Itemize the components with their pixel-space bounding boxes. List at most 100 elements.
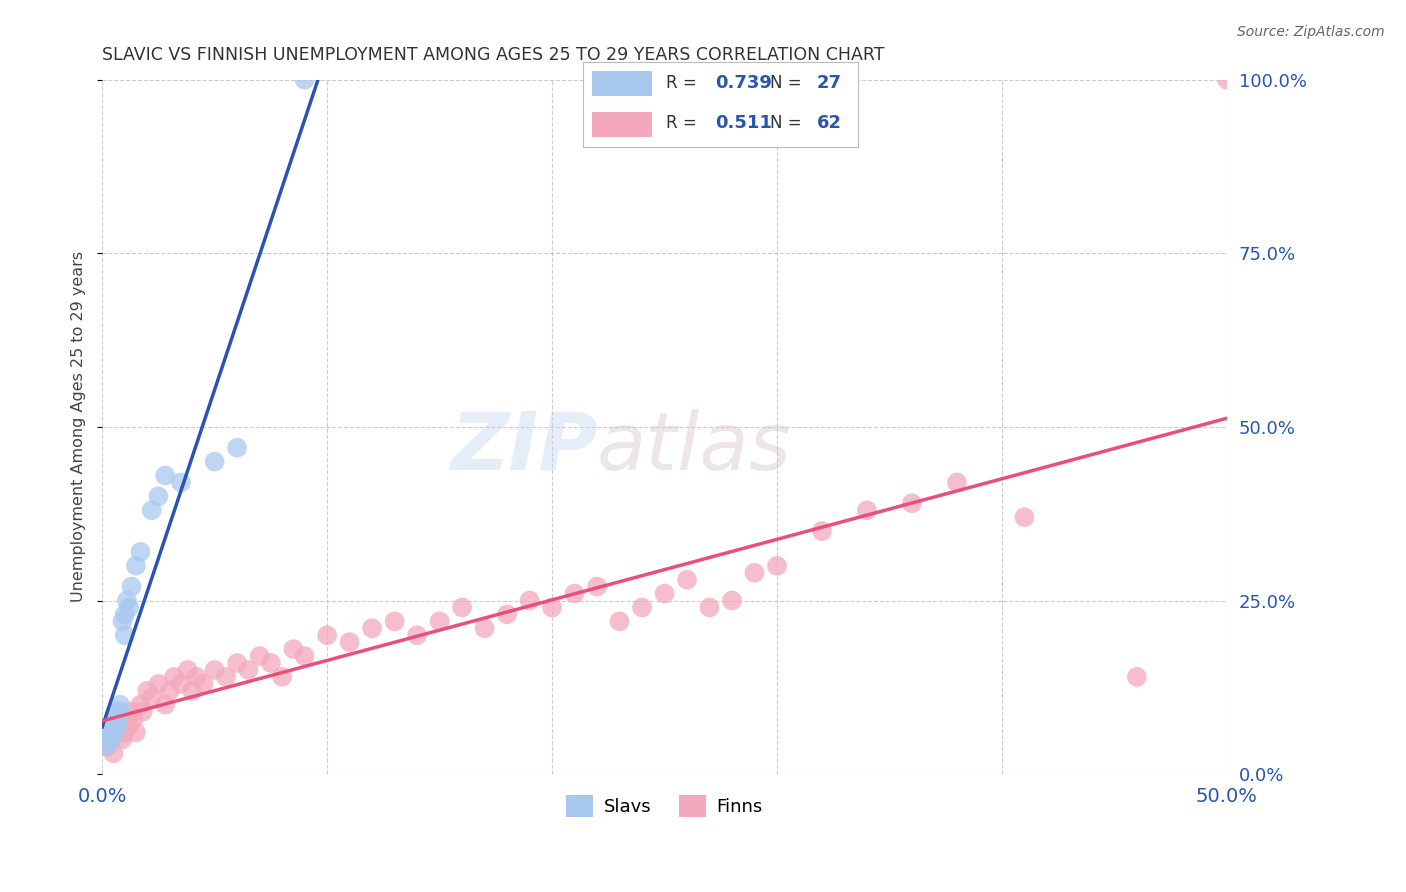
Point [96,739,118,754]
Point [193,677,215,691]
Text: 0.739: 0.739 [716,74,772,92]
Point [108,705,131,719]
Point [181,683,204,698]
Point [1126,670,1149,684]
Text: R =: R = [666,74,696,92]
Point [406,628,429,642]
Point [153,698,176,712]
Point [103,746,125,760]
Point [114,607,136,622]
Point [108,698,131,712]
Point [114,628,136,642]
Point [631,600,654,615]
Point [519,593,541,607]
Point [104,705,127,719]
Point [96,739,118,754]
Point [125,725,148,739]
Point [153,468,176,483]
Point [122,712,145,726]
Point [361,621,384,635]
Point [384,615,406,629]
Point [148,677,170,691]
Point [654,586,676,600]
Point [103,725,125,739]
Point [609,615,631,629]
Point [125,558,148,573]
Text: 62: 62 [817,114,842,132]
Point [107,712,129,726]
Point [111,615,134,629]
Point [104,712,127,726]
Point [170,677,193,691]
Point [226,441,249,455]
Point [721,593,744,607]
Point [107,725,129,739]
Point [339,635,361,649]
Point [249,649,271,664]
Text: N =: N = [770,114,801,132]
Point [474,621,496,635]
Point [1216,72,1239,87]
Point [744,566,766,580]
Point [136,683,159,698]
Point [141,690,163,705]
Point [215,670,238,684]
Point [114,725,136,739]
Point [100,732,122,747]
Point [129,545,152,559]
Point [316,628,339,642]
Point [294,72,316,87]
Point [176,663,198,677]
Y-axis label: Unemployment Among Ages 25 to 29 years: Unemployment Among Ages 25 to 29 years [72,252,86,602]
Point [271,670,294,684]
Point [100,732,122,747]
Text: Source: ZipAtlas.com: Source: ZipAtlas.com [1237,25,1385,39]
Point [186,670,208,684]
Text: 27: 27 [817,74,842,92]
Point [260,656,283,670]
Point [148,489,170,503]
Point [283,642,305,657]
Point [118,600,141,615]
Point [946,475,969,490]
Point [111,732,134,747]
Point [541,600,564,615]
Bar [592,112,652,137]
Text: 0.511: 0.511 [716,114,772,132]
Point [429,615,451,629]
Point [204,455,226,469]
Text: ZIP: ZIP [450,409,598,487]
Point [115,593,138,607]
Point [100,725,122,739]
Point [108,718,131,732]
Point [204,663,226,677]
Point [901,496,924,510]
Point [115,712,138,726]
Point [238,663,260,677]
Bar [592,71,652,96]
Point [163,670,186,684]
Point [766,558,789,573]
Point [97,732,120,747]
Point [141,503,163,517]
Point [226,656,249,670]
Point [294,649,316,664]
Point [107,718,129,732]
Text: R =: R = [666,114,696,132]
Point [131,705,153,719]
Point [699,600,721,615]
Point [676,573,699,587]
Point [170,475,193,490]
Legend: Slavs, Finns: Slavs, Finns [560,788,770,824]
Point [120,705,142,719]
Point [564,586,586,600]
Text: atlas: atlas [598,409,792,487]
Point [496,607,519,622]
Point [120,580,142,594]
Point [1014,510,1036,524]
Point [586,580,609,594]
Point [129,698,152,712]
Point [856,503,879,517]
Point [451,600,474,615]
Text: N =: N = [770,74,801,92]
